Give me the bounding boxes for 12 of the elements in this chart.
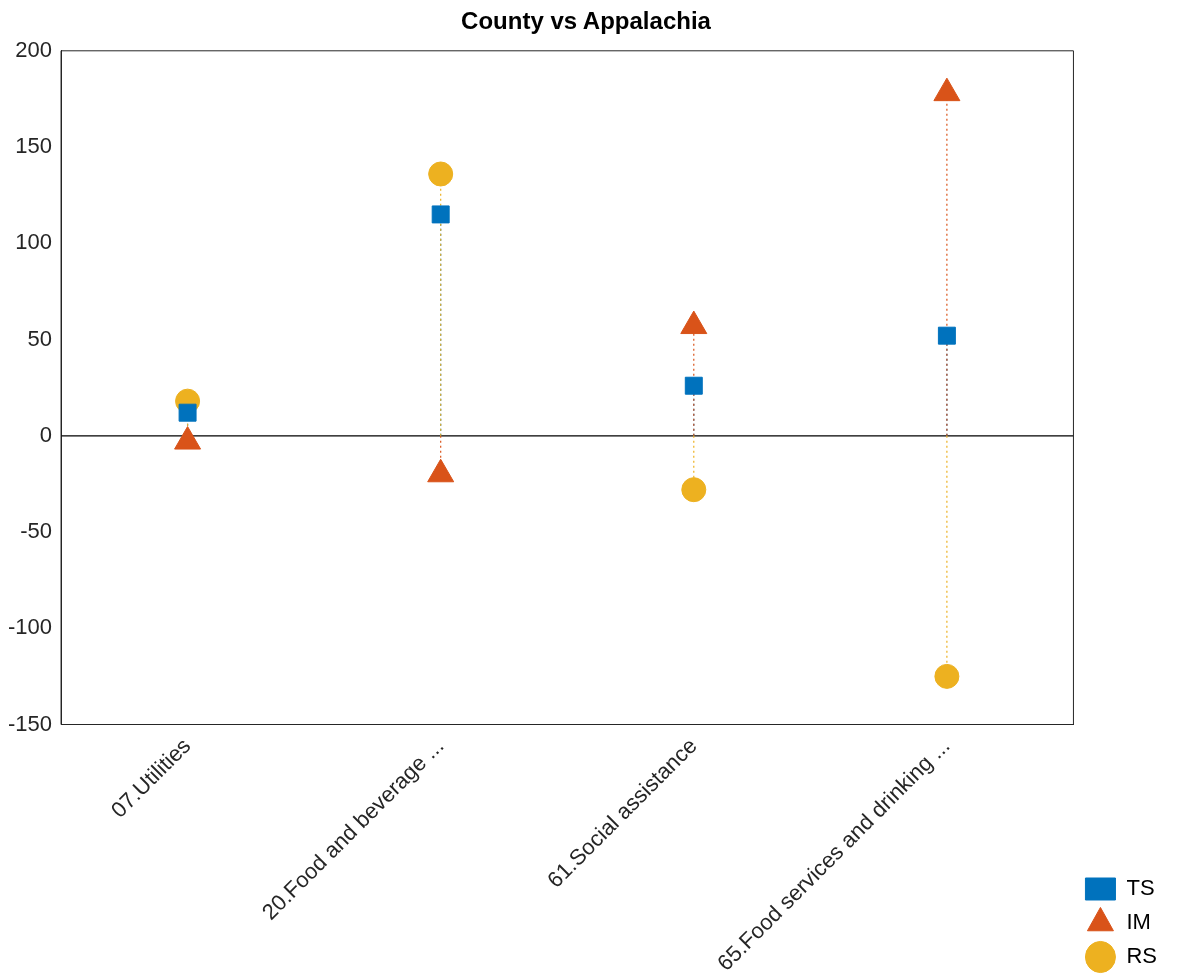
legend-label: IM: [1126, 909, 1151, 935]
legend-label: RS: [1126, 943, 1157, 969]
y-tick-label: 100: [15, 229, 53, 255]
y-tick-label: -100: [7, 614, 53, 640]
chart-title: County vs Appalachia: [461, 7, 712, 35]
y-tick-label: -150: [7, 710, 53, 736]
y-tick-label: 0: [39, 421, 53, 447]
y-tick-label: 50: [27, 325, 53, 351]
y-tick-label: 200: [15, 36, 53, 62]
y-tick-label: -50: [20, 518, 53, 544]
legend-label: TS: [1126, 875, 1155, 901]
y-tick-label: 150: [15, 133, 53, 159]
